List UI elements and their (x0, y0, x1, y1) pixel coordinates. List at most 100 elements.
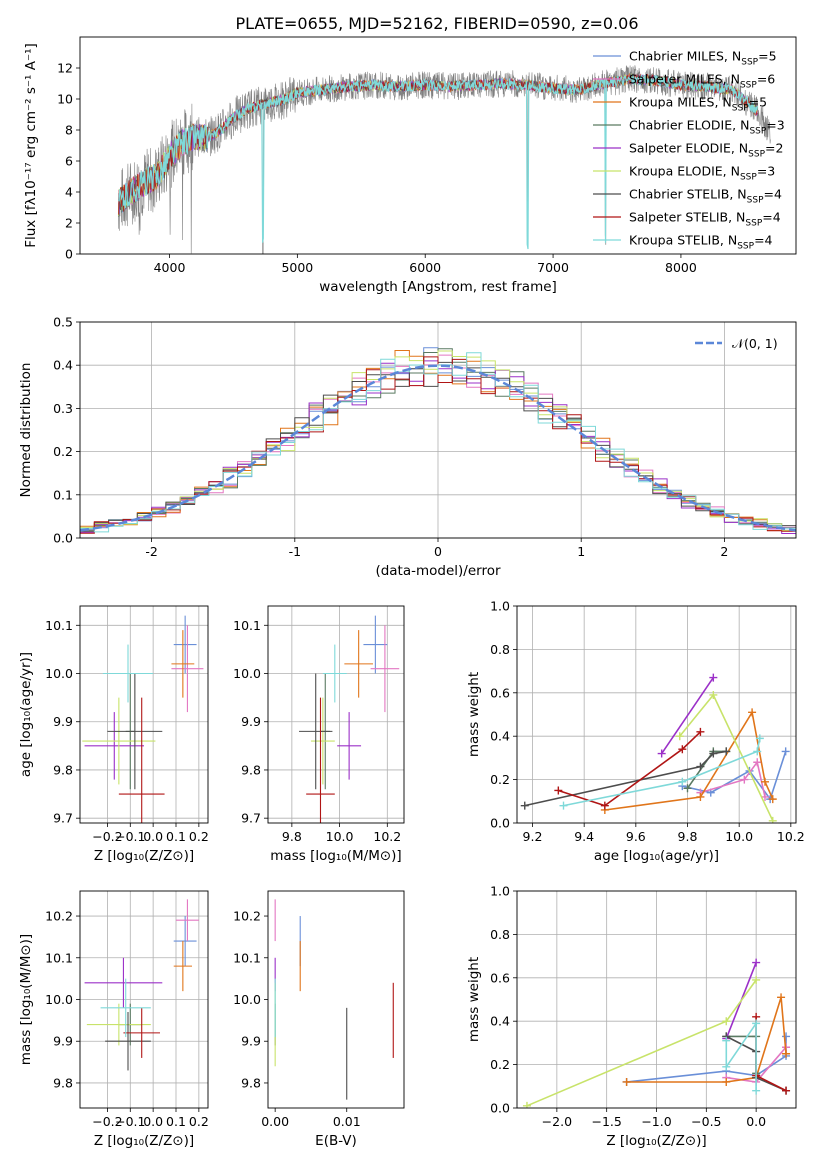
x-axis-label: (data-model)/error (375, 563, 501, 579)
age_vs_Z-plot-area (82, 615, 204, 823)
legend-text: Kroupa STELIB, N (629, 233, 737, 248)
y-tick-label: 10.2 (45, 909, 73, 924)
gaussian-legend-label: 𝒩(0, 1) (732, 336, 778, 351)
weight-line-kroupa_stelib (563, 738, 761, 807)
legend-entry-kroupa_stelib: Kroupa STELIB, NSSP=4 (629, 233, 773, 252)
y-tick-label: 10.0 (45, 666, 73, 681)
weight-marker-kroupa_stelib (559, 801, 568, 810)
spectrum-panel: 4000 5000 6000 7000 8000 0 2 4 6 8 10 12 wavelength … (23, 36, 797, 295)
weight-marker-kroupa_elodie (522, 1101, 531, 1108)
legend-entry-chabrier_elodie: Chabrier ELODIE, NSSP=3 (629, 118, 785, 137)
x-tick-label: 10.0 (725, 829, 753, 844)
weight-line-salpeter_miles (700, 760, 766, 798)
legend-entry-kroupa_miles: Kroupa MILES, NSSP=5 (629, 95, 767, 114)
y-tick-label: 10.0 (233, 666, 261, 681)
weight-marker-salpeter_stelib (782, 1086, 791, 1095)
weight-line-kroupa_miles (604, 710, 774, 811)
figure-title: PLATE=0655, MJD=52162, FIBERID=0590, z=0… (235, 14, 638, 33)
axes-frame (267, 605, 405, 824)
weight-marker-salpeter_stelib (678, 745, 687, 754)
weight-marker-salpeter_stelib (696, 727, 705, 736)
age-vs-mass-panel: 9.8 10.0 10.2 9.7 9.8 9.9 10.0 10.1 mass [log₁₀(… (233, 605, 405, 864)
weight-vs-age-panel: 9.2 9.4 9.6 9.8 10.0 10.2 0.0 0.2 0.4 0.6 0.8 1.0 ag… (466, 599, 805, 865)
legend-entry-chabrier_stelib: Chabrier STELIB, NSSP=4 (629, 187, 782, 206)
y-tick-label: 0.5 (53, 315, 73, 330)
legend-text: Salpeter STELIB, N (629, 210, 745, 225)
weight-marker-kroupa_miles (761, 777, 769, 786)
weight-line-salpeter_elodie (661, 677, 714, 755)
weight-marker-chabrier_elodie (683, 784, 692, 793)
mass_vs_ebv-plot-area (274, 899, 394, 1100)
axes-frame (267, 890, 405, 1109)
y-tick-label: 0.8 (490, 642, 510, 657)
x-tick-label: −0.1 (115, 1114, 145, 1129)
x-tick-label: 5000 (281, 260, 313, 275)
x-tick-label: 1 (577, 544, 585, 559)
weight-line-salpeter_stelib (558, 731, 701, 807)
x-axis-label: Z [log₁₀(Z/Z⊙)] (606, 1133, 706, 1149)
x-tick-label: −1.5 (591, 1114, 621, 1129)
x-tick-label: -1 (289, 544, 301, 559)
x-axis-label: wavelength [Angstrom, rest frame] (319, 279, 557, 295)
weight-marker-kroupa_miles (696, 792, 705, 801)
x-tick-label: 8000 (665, 260, 697, 275)
axes-frame (516, 605, 797, 824)
y-tick-label: 9.7 (53, 811, 73, 826)
y-axis-label: mass weight (466, 957, 482, 1042)
x-tick-label: 9.8 (282, 829, 302, 844)
y-tick-label: 0.4 (53, 358, 73, 373)
legend-value: =5 (749, 95, 767, 110)
weight-marker-chabrier_stelib (696, 762, 705, 771)
weight-marker-kroupa_stelib (755, 734, 764, 743)
x-axis-label: Z [log₁₀(Z/Z⊙)] (94, 848, 194, 864)
weight-marker-salpeter_miles (740, 775, 749, 784)
y-axis-label: mass [log₁₀(M/M⊙)] (18, 934, 34, 1065)
weight-marker-kroupa_miles (622, 1077, 631, 1086)
legend-text: Chabrier MILES, N (629, 49, 741, 64)
mass-vs-ebv-panel: 0.00 0.01 9.8 9.9 10.0 10.1 10.2 E(B-V) (233, 890, 405, 1149)
weight_vs_age-plot-area (520, 673, 790, 823)
x-tick-label: 6000 (409, 260, 441, 275)
x-tick-label: 0 (434, 544, 442, 559)
legend-value: =5 (758, 49, 776, 64)
y-tick-label: 0.2 (490, 772, 510, 787)
x-tick-label: −1.0 (641, 1114, 671, 1129)
y-tick-label: 0 (65, 247, 73, 262)
weight-marker-chabrier_miles (782, 1032, 791, 1041)
legend-entry-salpeter_stelib: Salpeter STELIB, NSSP=4 (629, 210, 781, 229)
y-tick-label: 0.4 (490, 1014, 510, 1029)
y-tick-label: 10.1 (233, 950, 261, 965)
residual-hist-panel: -2 -1 0 1 2 0.0 0.1 0.2 0.3 0.4 0.5 (data-model)/er… (18, 315, 797, 579)
weight-line-kroupa_elodie (679, 693, 774, 822)
y-tick-label: 10 (57, 92, 73, 107)
y-tick-label: 0.6 (490, 970, 510, 985)
y-tick-label: 10.1 (233, 618, 261, 633)
weight-marker-chabrier_stelib (520, 801, 529, 810)
weight-line-chabrier_stelib (524, 750, 727, 807)
legend-text: Chabrier ELODIE, N (629, 118, 749, 133)
weight-marker-kroupa_miles (777, 993, 786, 1002)
age_vs_mass-plot-area (299, 615, 400, 823)
y-tick-label: 9.7 (241, 811, 261, 826)
y-tick-label: 8 (65, 123, 73, 138)
y-tick-label: 0.1 (53, 487, 73, 502)
y-tick-label: 10.0 (45, 992, 73, 1007)
weight-marker-kroupa_miles (722, 1077, 731, 1086)
y-tick-label: 0.6 (490, 685, 510, 700)
y-tick-label: 1.0 (490, 884, 510, 899)
weight-marker-chabrier_stelib (709, 749, 718, 758)
y-axis-label: mass weight (466, 672, 482, 757)
x-tick-label: 4000 (154, 260, 186, 275)
x-tick-label: 9.8 (678, 829, 698, 844)
x-tick-label: 0.1 (166, 1114, 186, 1129)
weight-marker-kroupa_miles (768, 795, 777, 804)
x-tick-label: -2 (145, 544, 157, 559)
legend-text: Kroupa MILES, N (629, 95, 732, 110)
observed-spectrum-line (118, 65, 771, 254)
legend-subscript: SSP (748, 150, 765, 160)
x-tick-label: 10.0 (326, 829, 354, 844)
y-tick-label: 9.8 (53, 1075, 73, 1090)
weight-marker-kroupa_elodie (722, 1017, 731, 1026)
legend-entry-kroupa_elodie: Kroupa ELODIE, NSSP=3 (629, 164, 775, 183)
hist-plot-area (80, 347, 796, 536)
